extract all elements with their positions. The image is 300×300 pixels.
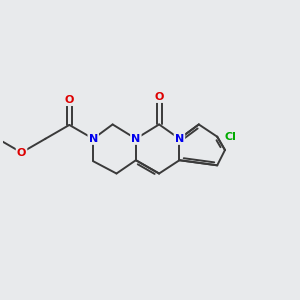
Text: O: O: [17, 148, 26, 158]
Text: N: N: [131, 134, 140, 144]
Text: O: O: [154, 92, 164, 102]
Text: Cl: Cl: [224, 132, 236, 142]
Text: O: O: [64, 95, 74, 105]
Text: N: N: [88, 134, 98, 144]
Text: N: N: [175, 134, 184, 144]
